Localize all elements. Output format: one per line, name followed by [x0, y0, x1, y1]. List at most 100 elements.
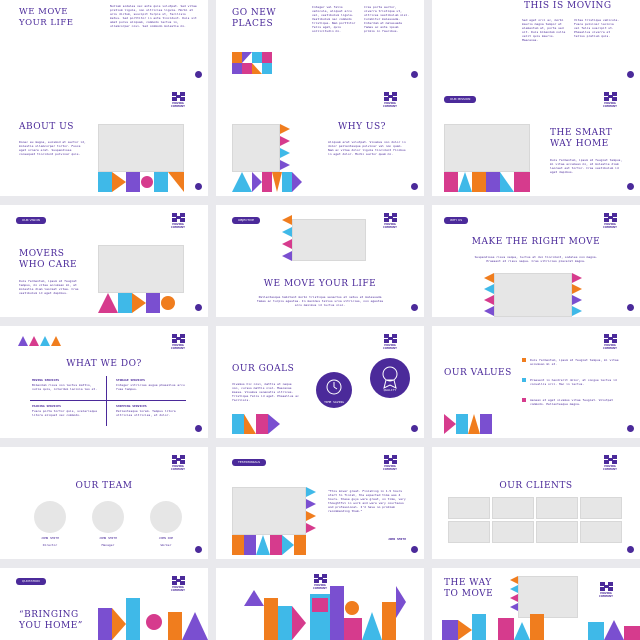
slide-1[interactable]: WE MOVE YOUR LIFE Nullam sodales nec ant… — [0, 0, 208, 84]
side-triangles — [282, 215, 292, 261]
section-tag: TESTIMONIALS — [232, 459, 267, 466]
client-logo — [492, 521, 534, 543]
bullet-icon — [522, 358, 526, 362]
slide-15[interactable]: MOVING COMPANY OUR CLIENTS — [432, 447, 640, 559]
page-dot — [411, 546, 418, 553]
slide-18[interactable]: THE WAY TO MOVE MOVING COMPANY — [432, 568, 640, 640]
slide-body: Pellentesque habitant morbi tristique se… — [256, 295, 384, 307]
testimonial-quote: “This mover great. Finishing in 1.5 hour… — [328, 489, 406, 513]
geometric-pattern — [244, 586, 406, 640]
slide-title: MAKE THE RIGHT MOVE — [471, 237, 601, 247]
slide-title: OUR CLIENTS — [499, 481, 573, 491]
slide-column-1: Integer vel felis vehicula, aliquet arcu… — [312, 5, 356, 33]
image-placeholder — [232, 124, 280, 172]
value-item: Duis fermentum, ipsum at feugiat tempus,… — [530, 358, 619, 366]
page-dot — [411, 71, 418, 78]
slide-body: Duis fermentum, ipsum at feugiat tempus,… — [550, 158, 623, 174]
page-dot — [195, 304, 202, 311]
service-heading: STORAGE SERVICES — [116, 378, 145, 382]
page-dot — [627, 304, 634, 311]
slide-13[interactable]: MOVING COMPANY OUR TEAM JOHN SMITH Direc… — [0, 447, 208, 559]
geometric-pattern — [444, 414, 492, 434]
slide-5[interactable]: MOVING COMPANY WHY US? Aliquam erat volu… — [216, 84, 424, 196]
image-placeholder — [292, 219, 366, 261]
member-role: Manager — [101, 543, 115, 547]
page-dot — [627, 425, 634, 432]
slide-title: “BRINGING YOU HOME” — [19, 610, 83, 631]
client-logo — [448, 497, 490, 519]
geometric-pattern — [232, 172, 302, 192]
section-tag: OBJECTIVE — [232, 217, 260, 224]
slide-body: Nullam sodales nec ante quis volutpat. S… — [110, 4, 197, 28]
slide-title: THE WAY TO MOVE — [444, 578, 494, 599]
slide-7[interactable]: OUR VISION MOVING COMPANY MOVERS WHO CAR… — [0, 205, 208, 317]
divider-horizontal — [30, 400, 186, 401]
page-dot — [195, 183, 202, 190]
section-tag: OUR VISION — [16, 217, 46, 224]
member-name: JOHN DOE — [158, 536, 174, 540]
top-triangles — [18, 336, 61, 346]
slide-title: ABOUT US — [19, 122, 74, 132]
slide-title: OUR GOALS — [232, 364, 295, 374]
client-logo — [448, 521, 490, 543]
page-dot — [195, 71, 202, 78]
service-text: Bibendum risus non lectus mattis, nulla … — [32, 383, 98, 391]
slide-11[interactable]: MOVING COMPANY OUR GOALS Vivamus hic nis… — [216, 326, 424, 438]
slide-8[interactable]: OBJECTIVE MOVING COMPANY WE MOVE YOUR LI… — [216, 205, 424, 317]
slide-3[interactable]: THIS IS MOVING Sed eget orci ac, morbi m… — [432, 0, 640, 84]
geometric-pattern — [444, 172, 530, 192]
slide-column-2: Cras porta auctor, viverra tristique ut,… — [364, 5, 410, 33]
medal-icon — [382, 366, 398, 389]
slide-10[interactable]: MOVING COMPANY WHAT WE DO? MOVING SERVIC… — [0, 326, 208, 438]
brand-logo: MOVING COMPANY — [378, 92, 402, 108]
image-placeholder — [494, 273, 572, 317]
value-item: Aenean et eget vivamus vitae feugiat. Vo… — [530, 398, 614, 406]
slide-title: OUR VALUES — [444, 368, 512, 378]
page-dot — [411, 425, 418, 432]
slide-17[interactable]: MOVING COMPANY — [216, 568, 424, 640]
left-triangles — [484, 273, 494, 316]
slide-column-2: Vitae tristique vehicula. Fusce pulvinar… — [574, 18, 620, 38]
brand-logo: MOVING COMPANY — [598, 92, 622, 108]
brand-logo: MOVING COMPANY — [166, 213, 190, 229]
client-logo — [492, 497, 534, 519]
brand-logo: MOVING COMPANY — [166, 334, 190, 350]
slide-body: Suspendisse risus neque, luctus et dui t… — [474, 255, 598, 263]
service-text: Fusce porta tortor quis, scelerisque lit… — [32, 409, 98, 417]
image-placeholder — [518, 576, 578, 618]
image-placeholder — [444, 124, 530, 172]
slide-6[interactable]: OUR MISSION MOVING COMPANY THE SMART WAY… — [432, 84, 640, 196]
page-dot — [411, 304, 418, 311]
slide-16[interactable]: QUOTATION MOVING COMPANY “BRINGING YOU H… — [0, 568, 208, 640]
slide-body: Aliquam erat volutpat. Vivamus non dolor… — [328, 140, 406, 156]
slide-12[interactable]: MOVING COMPANY OUR VALUES Duis fermentum… — [432, 326, 640, 438]
client-logo — [536, 497, 578, 519]
slide-title: GO NEW PLACES — [232, 8, 277, 29]
slide-title: WE MOVE YOUR LIFE — [19, 7, 74, 28]
goal-label: TIME SAVING — [324, 400, 344, 404]
page-dot — [411, 183, 418, 190]
slide-4[interactable]: MOVING COMPANY ABOUT US Donec eu magna, … — [0, 84, 208, 196]
slide-9[interactable]: WHY US MOVING COMPANY MAKE THE RIGHT MOV… — [432, 205, 640, 317]
image-placeholder — [232, 487, 306, 535]
service-heading: SHIPPING SERVICES — [116, 404, 147, 408]
client-logo — [580, 521, 622, 543]
brand-logo: MOVING COMPANY — [378, 455, 402, 471]
section-tag: OUR MISSION — [444, 96, 477, 103]
slide-14[interactable]: TESTIMONIALS MOVING COMPANY “This mover … — [216, 447, 424, 559]
page-dot — [627, 183, 634, 190]
geometric-pattern — [442, 614, 640, 640]
client-logo — [580, 497, 622, 519]
client-logo — [536, 521, 578, 543]
slide-column-1: Sed eget orci ac, morbi mauris magna tem… — [522, 18, 566, 42]
goal-label: QUALITY — [383, 388, 397, 392]
brand-logo: MOVING COMPANY — [598, 213, 622, 229]
service-heading: PACKING SERVICES — [32, 404, 61, 408]
slide-title: OUR TEAM — [75, 481, 133, 491]
bullet-icon — [522, 398, 526, 402]
slide-2[interactable]: GO NEW PLACES Integer vel felis vehicula… — [216, 0, 424, 84]
slide-title: WHAT WE DO? — [66, 359, 142, 369]
testimonial-author: JOHN SMITH — [387, 537, 406, 541]
divider-vertical — [106, 376, 107, 426]
team-photo — [34, 501, 66, 533]
